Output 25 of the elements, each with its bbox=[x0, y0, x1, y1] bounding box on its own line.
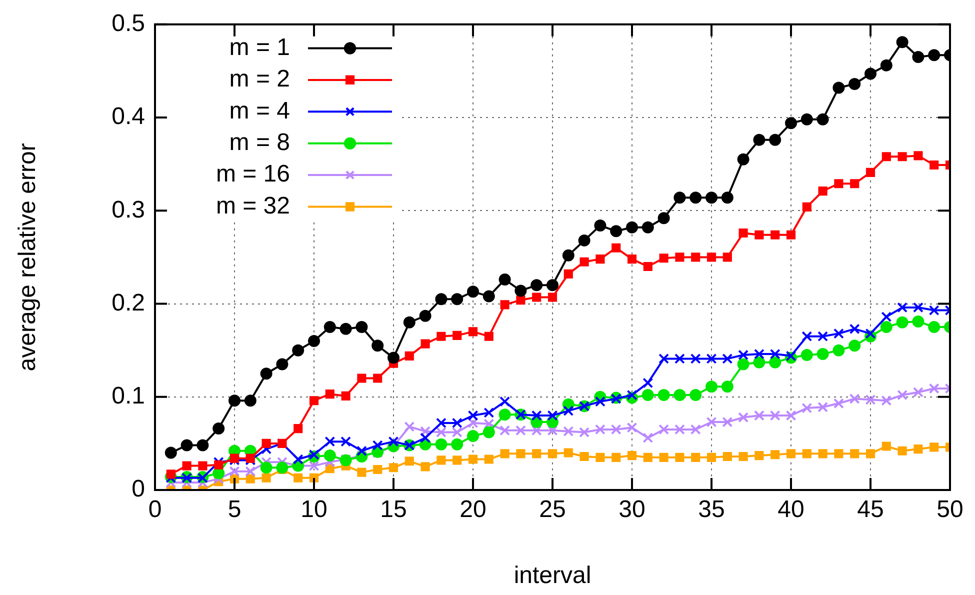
y-tick-label: 0.4 bbox=[112, 103, 145, 130]
legend-label: m = 2 bbox=[229, 66, 290, 93]
legend-label: m = 8 bbox=[229, 128, 290, 156]
legend-label: m = 16 bbox=[216, 160, 290, 188]
legend-label: m = 4 bbox=[229, 97, 290, 124]
x-tick-label: 45 bbox=[857, 496, 884, 524]
y-tick-label: 0.3 bbox=[112, 196, 145, 224]
x-tick-label: 5 bbox=[228, 496, 242, 524]
x-tick-label: 35 bbox=[698, 496, 725, 524]
x-tick-label: 0 bbox=[148, 496, 162, 524]
x-tick-label: 10 bbox=[300, 496, 328, 524]
y-tick-label: 0.1 bbox=[112, 382, 145, 410]
x-axis-title: interval bbox=[514, 562, 592, 590]
x-tick-label: 30 bbox=[618, 496, 646, 524]
legend-label: m = 1 bbox=[229, 34, 290, 61]
legend-label: m = 32 bbox=[216, 192, 290, 220]
y-axis-title: average relative error bbox=[14, 143, 42, 372]
y-tick-label: 0.2 bbox=[112, 289, 145, 316]
y-tick-label: 0.5 bbox=[112, 10, 145, 38]
x-tick-label: 20 bbox=[460, 496, 486, 524]
x-tick-label: 40 bbox=[778, 496, 804, 524]
x-tick-label: 25 bbox=[539, 496, 566, 524]
x-tick-label: 15 bbox=[380, 496, 407, 524]
x-tick-label: 50 bbox=[936, 496, 964, 524]
y-tick-label: 0 bbox=[132, 476, 145, 503]
